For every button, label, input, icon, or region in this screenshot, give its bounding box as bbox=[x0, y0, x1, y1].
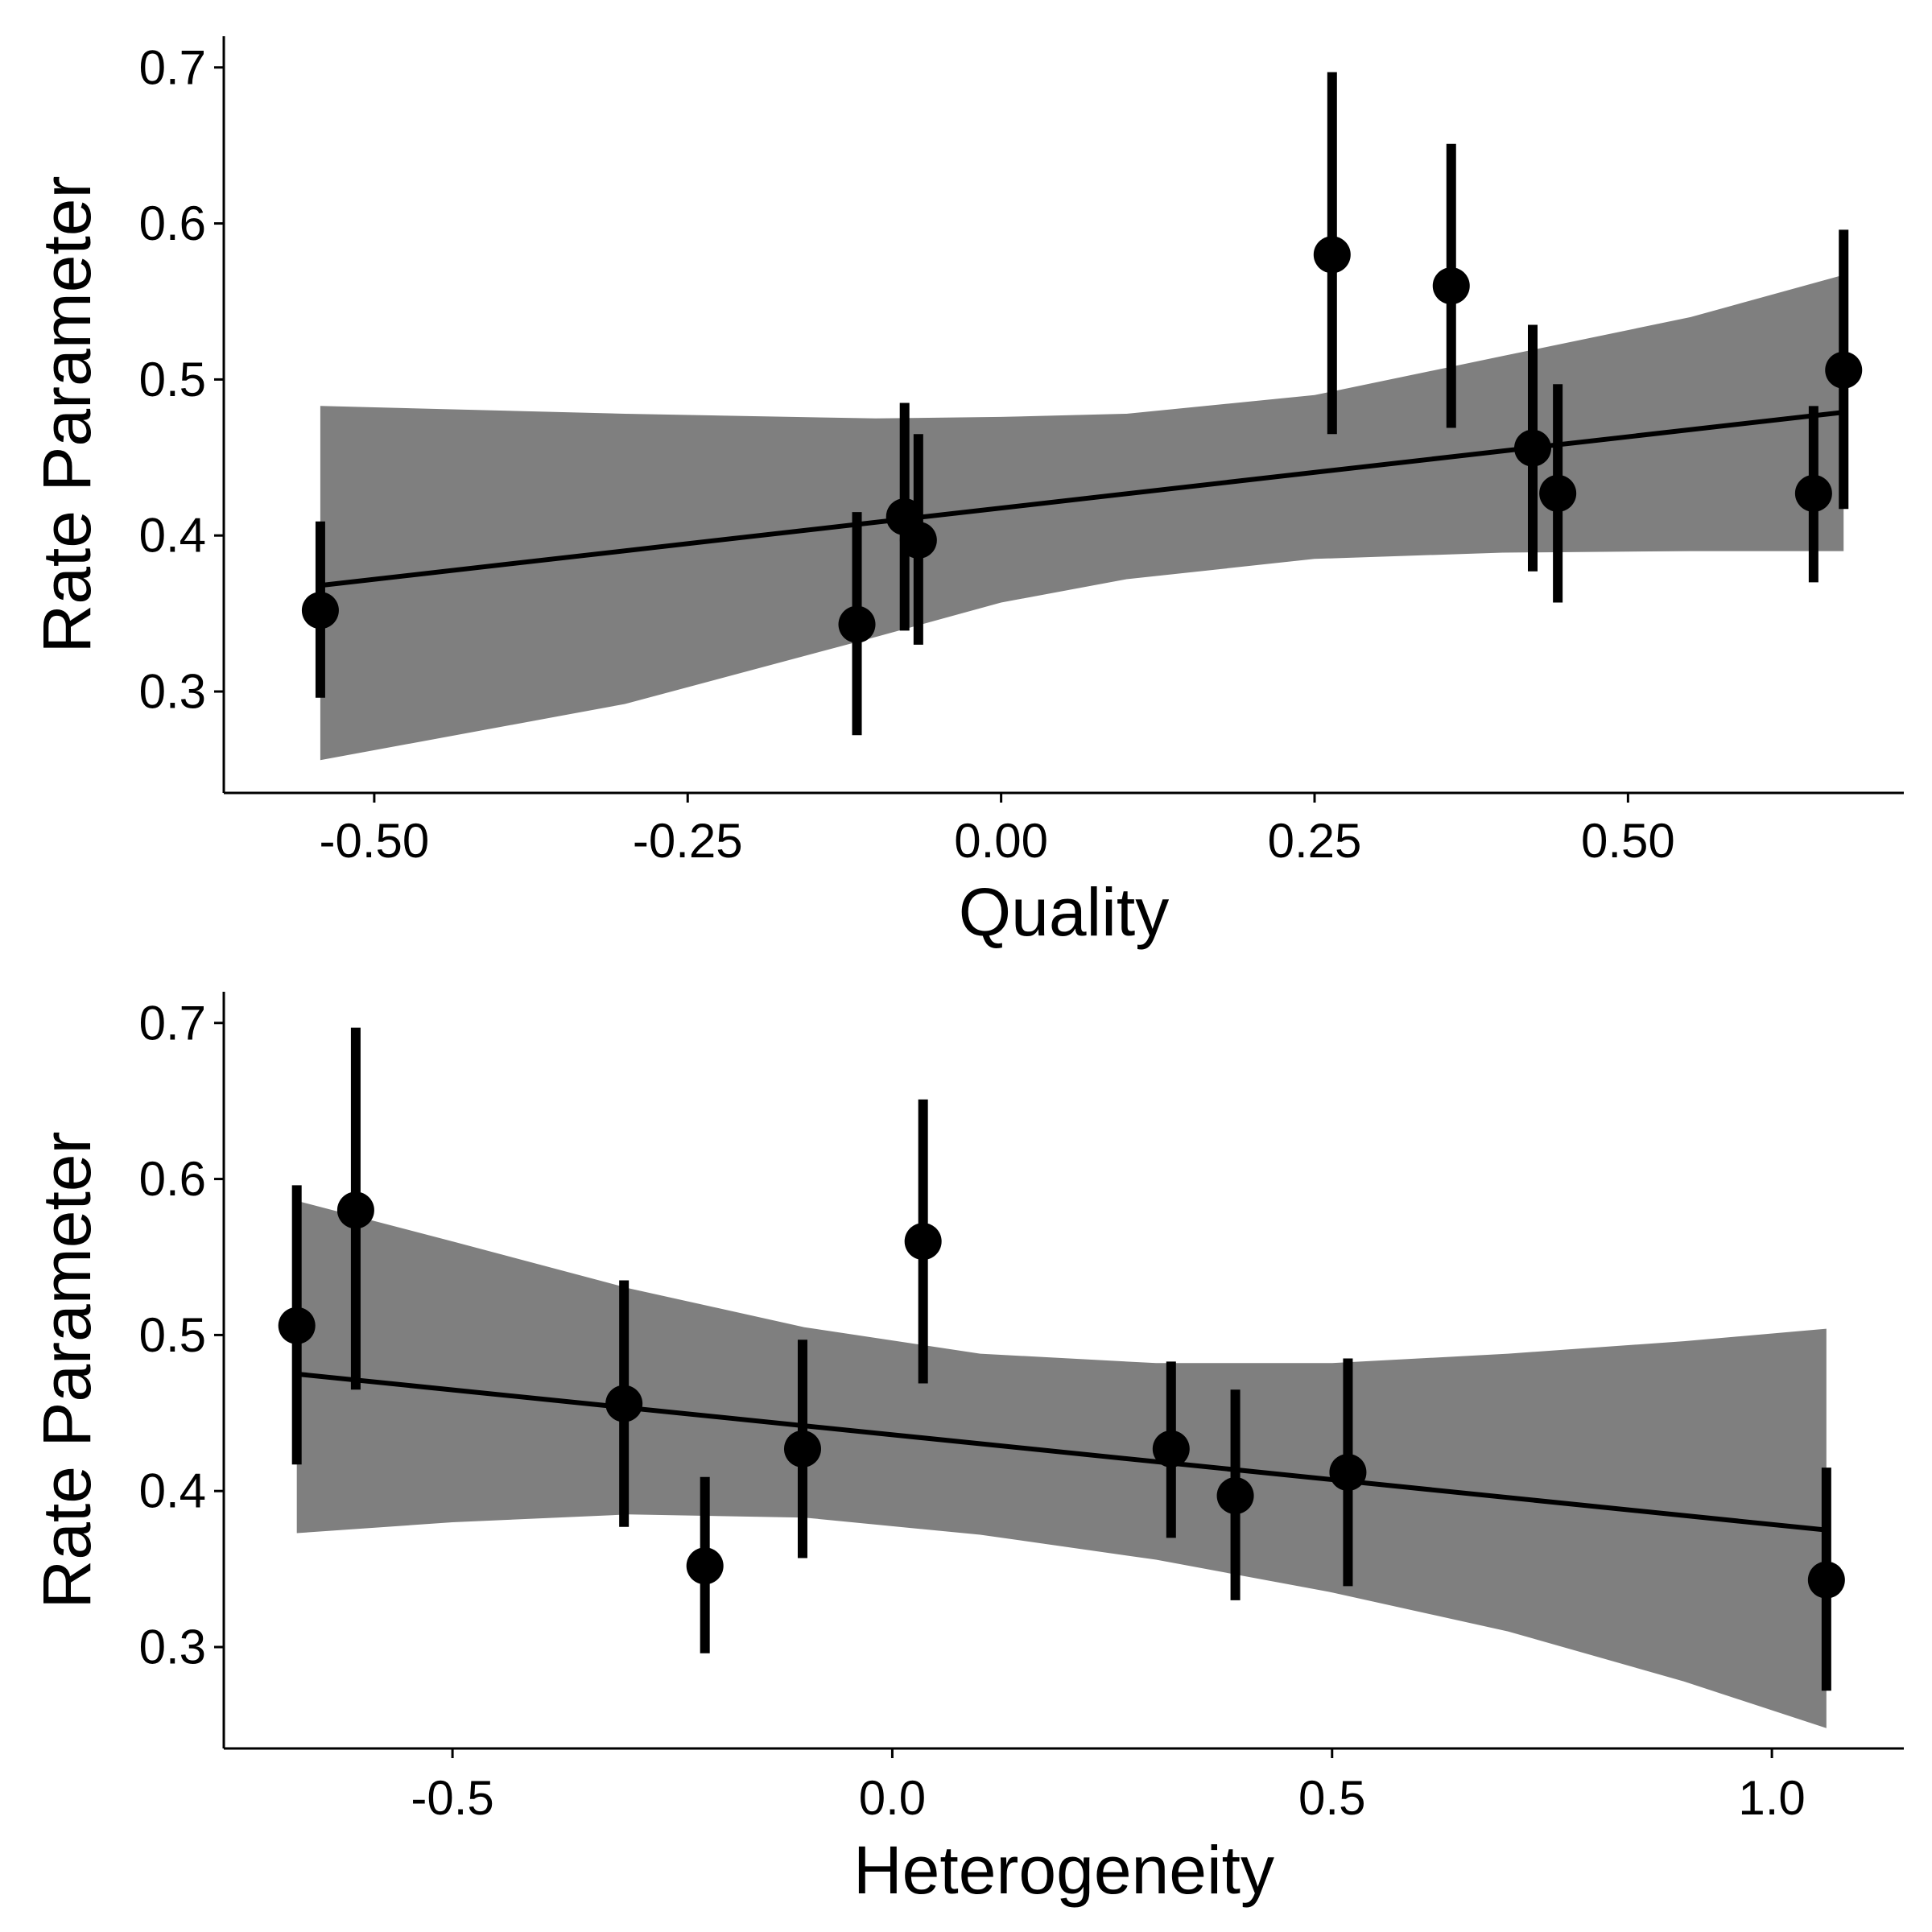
data-point bbox=[1825, 351, 1863, 389]
y-tick-label: 0.3 bbox=[139, 1620, 206, 1674]
x-tick-label: -0.50 bbox=[320, 814, 430, 868]
confidence-band bbox=[320, 275, 1844, 761]
confidence-band bbox=[296, 1200, 1827, 1728]
y-axis-title: Rate Parameter bbox=[29, 1132, 105, 1609]
data-point bbox=[1329, 1453, 1367, 1491]
data-point bbox=[336, 1191, 374, 1229]
y-tick-label: 0.4 bbox=[139, 1464, 206, 1518]
y-tick-label: 0.5 bbox=[139, 1308, 206, 1362]
data-point bbox=[1216, 1477, 1254, 1515]
data-point bbox=[605, 1385, 643, 1422]
x-tick-label: -0.25 bbox=[633, 814, 743, 868]
data-point bbox=[1539, 474, 1577, 512]
data-point bbox=[899, 522, 937, 559]
y-tick-label: 0.4 bbox=[139, 509, 206, 563]
y-tick-label: 0.3 bbox=[139, 665, 206, 719]
x-tick-label: 0.5 bbox=[1298, 1771, 1365, 1825]
panel-heterogeneity: 0.3 0.4 0.5 0.6 0.7 -0.5 0.0 0.5 1.0 Heterogeneit… bbox=[29, 992, 1904, 1908]
data-point bbox=[278, 1307, 316, 1344]
data-point bbox=[1794, 474, 1832, 512]
data-point bbox=[1152, 1430, 1190, 1468]
y-tick-label: 0.7 bbox=[139, 40, 206, 94]
data-point bbox=[783, 1430, 821, 1468]
data-point bbox=[838, 605, 876, 643]
data-point bbox=[1313, 236, 1351, 274]
panel-quality: 0.3 0.4 0.5 0.6 0.7 -0.50 -0.25 0.00 0.25 0.50 Qua… bbox=[29, 36, 1904, 950]
y-tick-label: 0.6 bbox=[139, 1152, 206, 1206]
y-tick-label: 0.6 bbox=[139, 196, 206, 250]
data-point bbox=[904, 1223, 942, 1261]
x-tick-label: -0.5 bbox=[411, 1771, 493, 1825]
x-tick-label: 0.0 bbox=[859, 1771, 926, 1825]
data-point bbox=[1513, 429, 1551, 467]
x-tick-label: 0.50 bbox=[1581, 814, 1675, 868]
data-point bbox=[686, 1547, 724, 1585]
x-axis-title: Heterogeneity bbox=[853, 1832, 1274, 1908]
data-point bbox=[301, 592, 339, 630]
regression-line bbox=[320, 410, 1844, 588]
data-point bbox=[1807, 1561, 1845, 1599]
y-axis-title: Rate Parameter bbox=[29, 176, 105, 654]
regression-line bbox=[296, 1371, 1827, 1533]
x-tick-label: 0.25 bbox=[1268, 814, 1362, 868]
x-axis-title: Quality bbox=[959, 874, 1169, 950]
x-tick-label: 0.00 bbox=[954, 814, 1048, 868]
x-tick-label: 1.0 bbox=[1738, 1771, 1805, 1825]
data-point bbox=[1432, 267, 1470, 305]
y-tick-label: 0.5 bbox=[139, 353, 206, 407]
y-tick-label: 0.7 bbox=[139, 996, 206, 1050]
